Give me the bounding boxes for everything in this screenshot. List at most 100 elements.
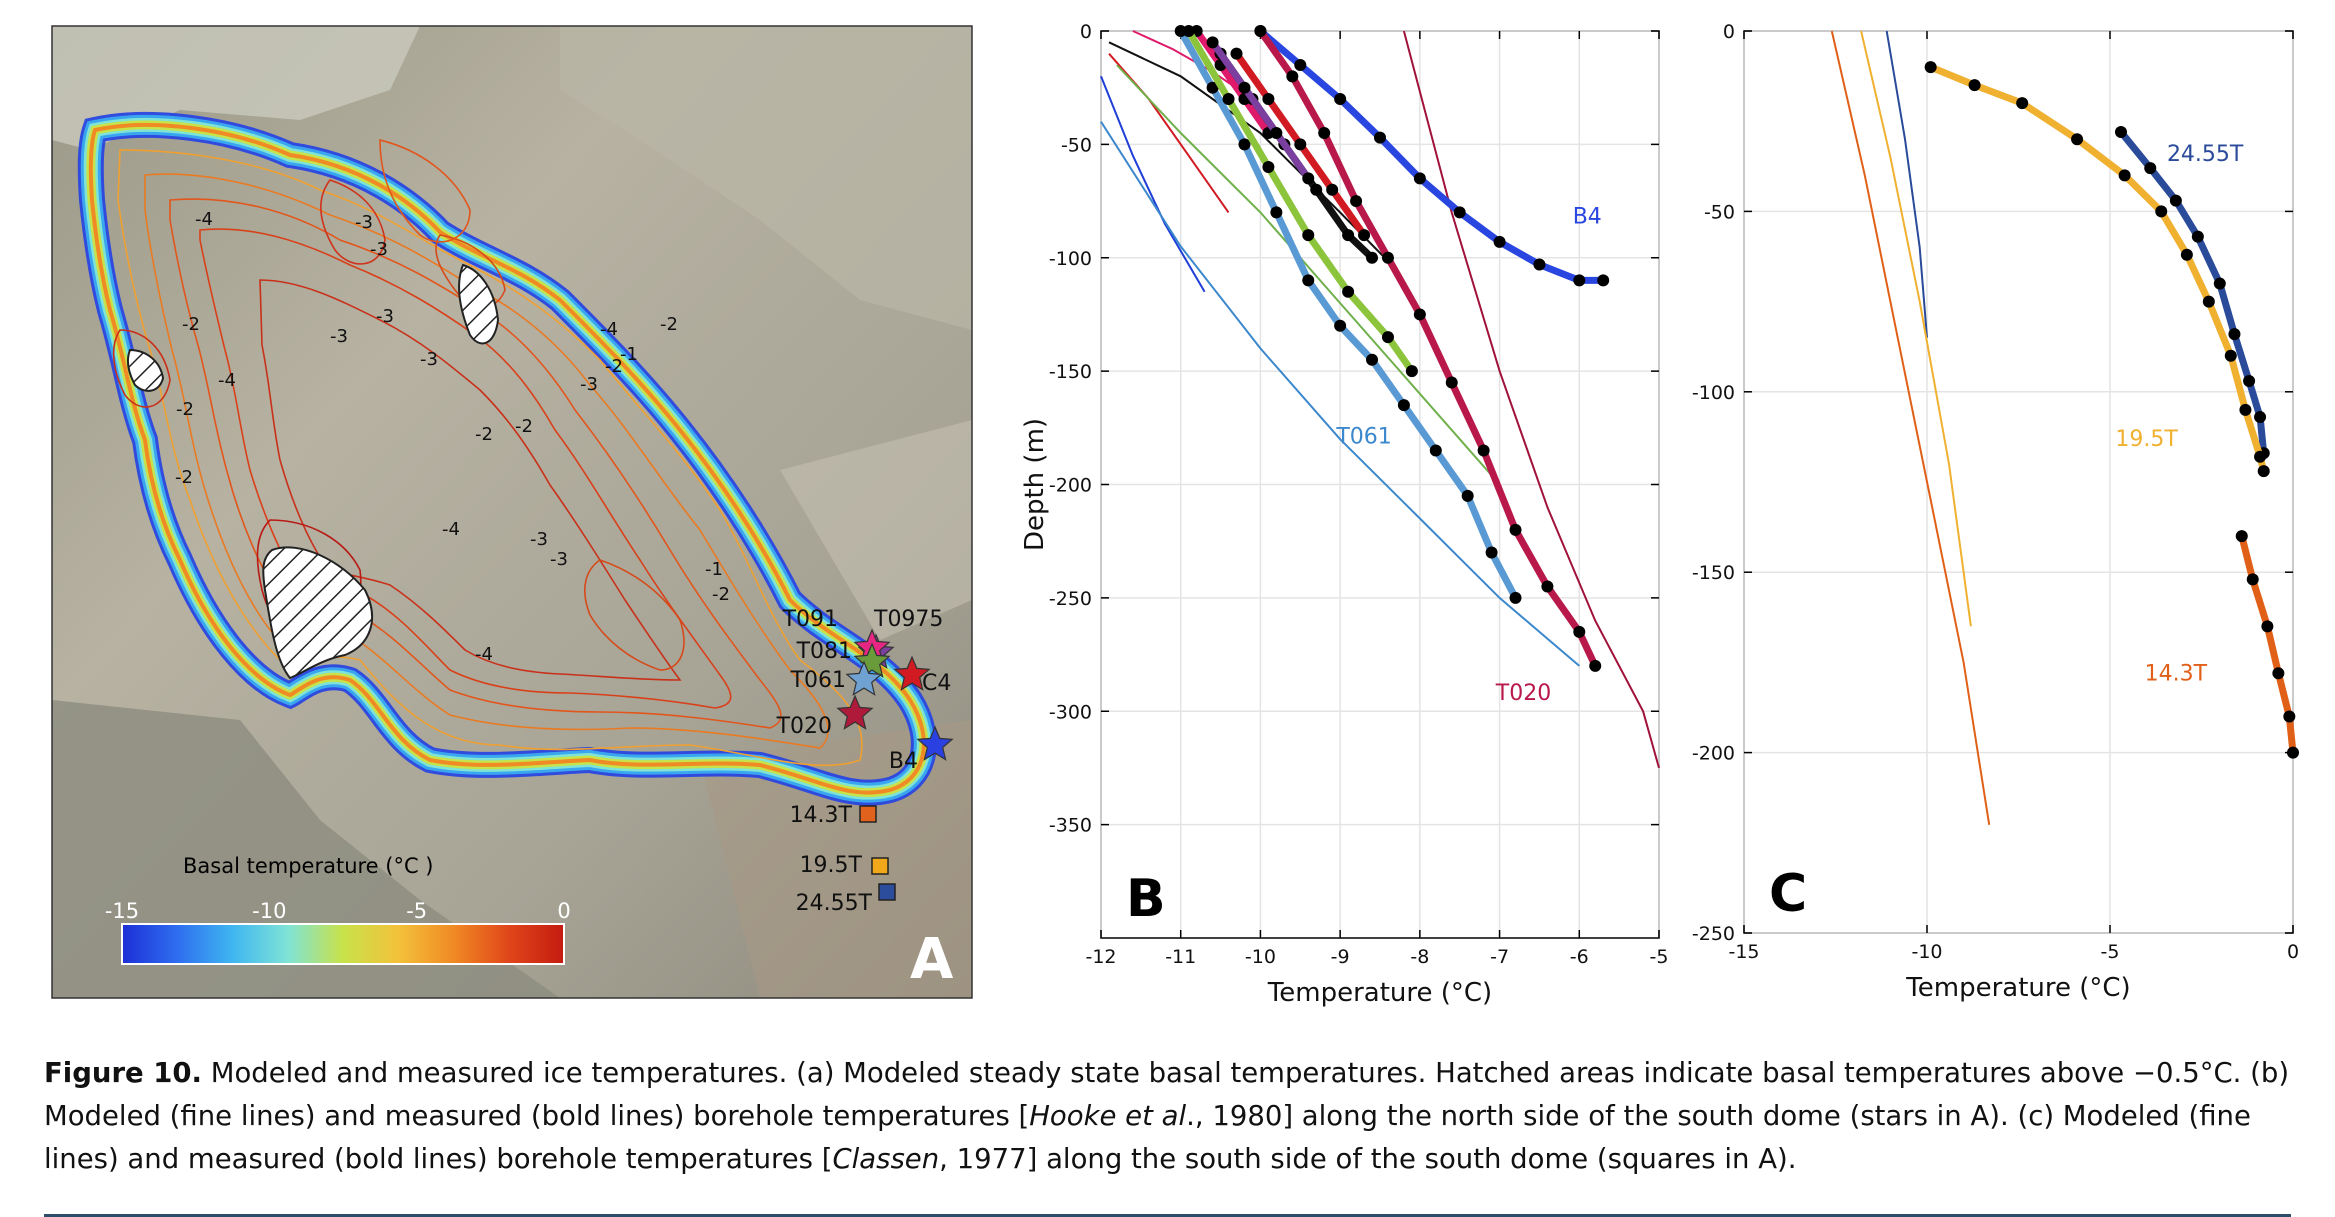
measured-series-line (1177, 27, 1519, 602)
x-tick-label: -6 (1570, 946, 1589, 968)
measured-point (1453, 206, 1466, 219)
hatched-area-warm-bed (458, 263, 500, 345)
measured-point (2202, 295, 2215, 308)
contour-label: -1 (705, 559, 723, 580)
hatched-area-warm-bed (126, 348, 165, 392)
measured-point (1222, 93, 1235, 106)
contour-label: -4 (600, 319, 618, 340)
contour-label: -2 (175, 467, 193, 488)
measured-point (1206, 36, 1219, 49)
site-star-b4 (916, 725, 954, 761)
x-tick-label: -5 (1650, 946, 1669, 968)
contour-label: -2 (515, 416, 533, 437)
measured-point (1302, 229, 1315, 242)
site-markers: T091 T0975 T081 T061 C4 T020 B4 14.3T 19.5T 24.55… (776, 607, 954, 916)
measured-point (2180, 248, 2193, 261)
y-tick-label: -200 (1049, 475, 1092, 497)
y-tick-label: -250 (1692, 923, 1735, 945)
panel-letter-b: B (1126, 869, 1166, 929)
contour-label: -3 (370, 239, 388, 260)
contour-label: -2 (182, 314, 200, 335)
modeled-series-line (1402, 30, 1660, 769)
site-square-s195 (871, 857, 889, 875)
colorbar-tick-label: -15 (105, 899, 139, 923)
measured-point (1509, 523, 1522, 536)
measured-point (2261, 620, 2274, 633)
caption-part: ., 1980] along the north side of the sou… (44, 1100, 2251, 1175)
measured-point (1302, 274, 1315, 287)
measured-point (1573, 274, 1586, 287)
series-label: T061 (1335, 425, 1391, 450)
measured-point (1270, 206, 1283, 219)
measured-point (2213, 277, 2226, 290)
y-axis-label: Depth (m) (1020, 418, 1050, 551)
site-star-t061 (845, 660, 883, 696)
measured-point (1310, 183, 1323, 196)
measured-point (1206, 81, 1219, 94)
measured-point (1318, 127, 1331, 140)
x-tick-label: -11 (1165, 946, 1196, 968)
measured-point (1238, 138, 1251, 151)
measured-point (1326, 183, 1339, 196)
measured-point (2287, 746, 2299, 759)
colorbar: Basal temperature (°C ) -15 -10 -5 0 (105, 854, 571, 965)
contour-label: -2 (712, 584, 730, 605)
hatched-area-warm-bed (262, 546, 374, 680)
measured-point (1413, 308, 1426, 321)
measured-point (2191, 230, 2204, 243)
contour-label: -4 (475, 644, 493, 665)
site-label: 14.3T (790, 803, 853, 828)
contour-label: -3 (580, 374, 598, 395)
measured-point (1342, 229, 1355, 242)
panel-c-borehole-south: -15 -10 -5 00-50-100-150-200-250Temperature… (1692, 21, 2299, 1003)
caption-part: Modeled and measured ice temperatures. (… (44, 1057, 2290, 1132)
site-star-c4 (893, 655, 931, 691)
measured-point (1230, 47, 1243, 60)
measured-point (1294, 59, 1307, 72)
x-tick-label: -9 (1331, 946, 1350, 968)
measured-point (2254, 411, 2267, 424)
x-tick-label: -8 (1410, 946, 1429, 968)
series-label: 19.5T (2115, 427, 2178, 452)
measured-point (1342, 285, 1355, 298)
panel-letter-c: C (1769, 864, 1807, 924)
measured-point (1924, 61, 1937, 74)
y-tick-label: -200 (1692, 743, 1735, 765)
measured-point (1374, 131, 1386, 144)
measured-series-line (1927, 63, 2268, 475)
series-label: T020 (1495, 681, 1551, 706)
x-tick-label: -10 (1911, 941, 1942, 963)
measured-point (1597, 274, 1610, 287)
measured-point (1573, 625, 1586, 638)
measured-point (1182, 25, 1195, 37)
series-label: 14.3T (2145, 661, 2208, 686)
measured-point (1334, 93, 1347, 106)
contour-label: -3 (355, 212, 373, 233)
y-tick-label: -350 (1049, 815, 1092, 837)
y-tick-label: -100 (1049, 248, 1092, 270)
measured-point (1254, 25, 1267, 37)
contour-label: -3 (330, 326, 348, 347)
y-tick-label: -250 (1049, 588, 1092, 610)
x-axis-label: Temperature (°C) (1905, 973, 2130, 1003)
measured-point (1589, 659, 1602, 672)
site-label: T0975 (873, 607, 943, 632)
site-label: T091 (782, 607, 838, 632)
x-tick-label: -5 (2101, 941, 2120, 963)
measured-point (1286, 70, 1299, 83)
y-tick-label: -150 (1049, 361, 1092, 383)
plot-area (1743, 30, 2294, 934)
caption-part: , 1977] along the south side of the sout… (939, 1143, 1797, 1175)
measured-point (1509, 591, 1522, 604)
y-tick-label: 0 (1723, 21, 1735, 43)
contour-label: -3 (376, 306, 394, 327)
site-label: T061 (790, 668, 846, 693)
measured-point (1477, 444, 1490, 457)
measured-point (1262, 161, 1275, 174)
measured-point (1270, 127, 1283, 140)
measured-point (2118, 169, 2131, 182)
measured-point (2114, 126, 2127, 139)
figure-caption: Figure 10. Modeled and measured ice temp… (44, 1052, 2292, 1181)
colorbar-gradient (121, 923, 565, 965)
measured-series-line (1209, 38, 1312, 182)
